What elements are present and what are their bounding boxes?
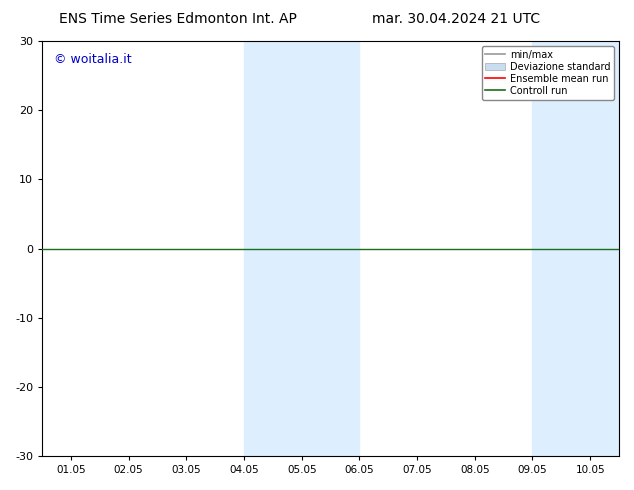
Bar xyxy=(244,41,302,456)
Bar xyxy=(533,41,590,456)
Bar xyxy=(590,41,619,456)
Legend: min/max, Deviazione standard, Ensemble mean run, Controll run: min/max, Deviazione standard, Ensemble m… xyxy=(482,46,614,99)
Text: © woitalia.it: © woitalia.it xyxy=(54,53,131,67)
Bar xyxy=(302,41,359,456)
Text: ENS Time Series Edmonton Int. AP: ENS Time Series Edmonton Int. AP xyxy=(58,12,297,26)
Text: mar. 30.04.2024 21 UTC: mar. 30.04.2024 21 UTC xyxy=(372,12,541,26)
